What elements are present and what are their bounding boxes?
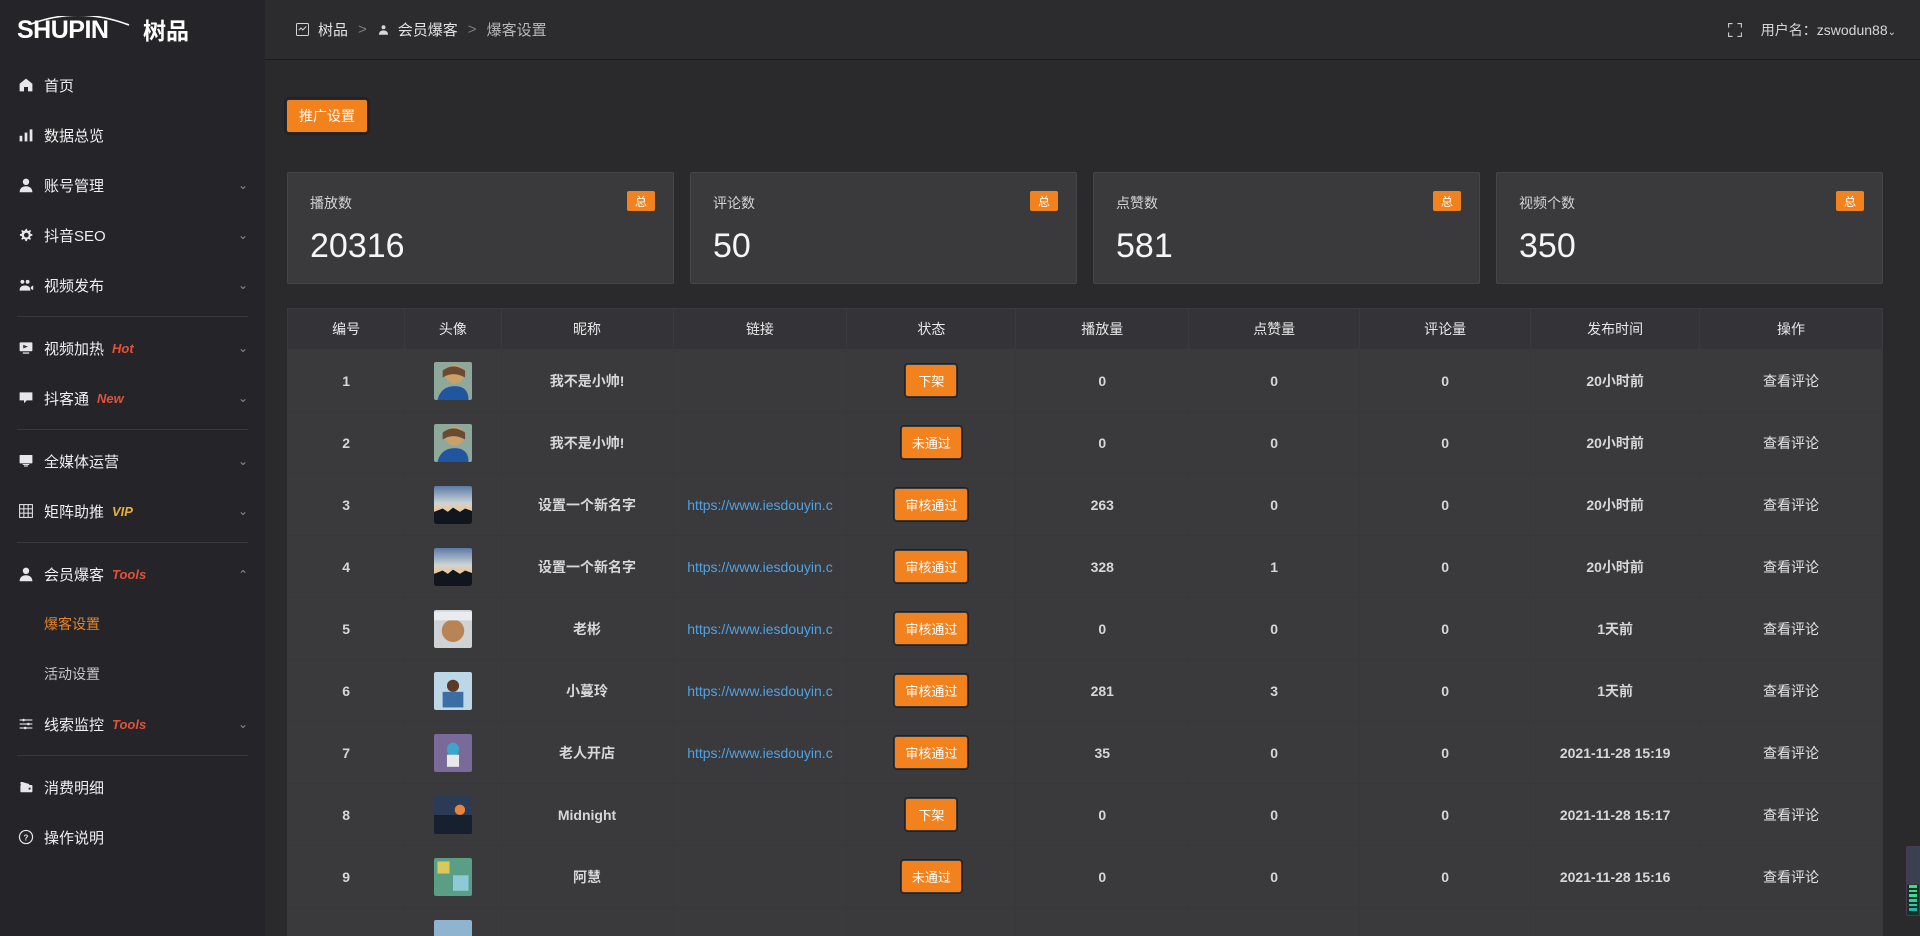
svg-text:SHUPIN: SHUPIN	[17, 16, 108, 44]
svg-text:树品: 树品	[143, 16, 189, 44]
svg-text:?: ?	[23, 833, 28, 842]
